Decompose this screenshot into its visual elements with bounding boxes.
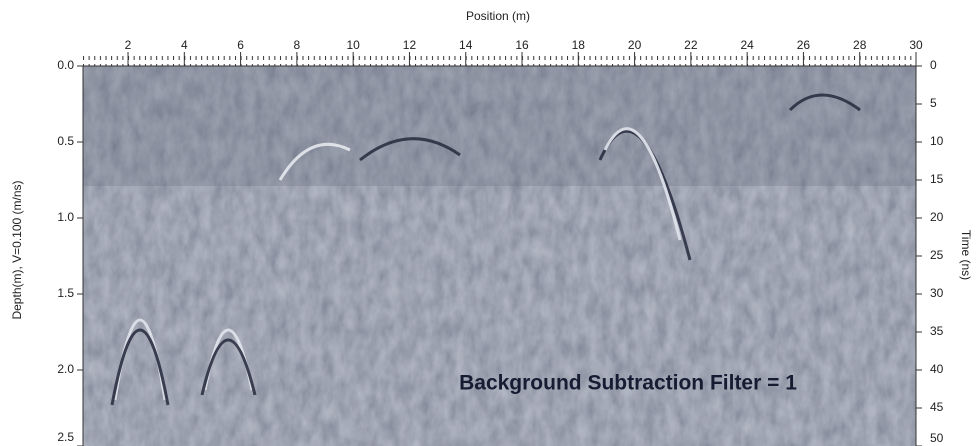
y2-tick-label: 20 (930, 210, 944, 224)
y2-tick-label: 40 (930, 362, 944, 376)
x-tick-label: 4 (181, 38, 188, 52)
y2-tick-label: 30 (930, 286, 944, 300)
x-tick-label: 10 (346, 38, 360, 52)
x-tick-label: 28 (853, 38, 867, 52)
x-tick-label: 22 (684, 38, 698, 52)
x-tick-label: 12 (403, 38, 417, 52)
y2-tick-label: 35 (930, 324, 944, 338)
x-tick-label: 24 (740, 38, 754, 52)
x-tick-label: 18 (572, 38, 586, 52)
y-tick-label: 2.5 (57, 430, 74, 444)
y2-tick-label: 5 (930, 96, 937, 110)
x-tick-label: 20 (628, 38, 642, 52)
minor-ticks (83, 56, 916, 66)
y2-tick-label: 10 (930, 134, 944, 148)
y2-tick-label: 0 (930, 58, 937, 72)
y-tick-label: 0.0 (57, 58, 74, 72)
y2-axis-label: Time (ns) (959, 230, 973, 280)
x-tick-label: 2 (125, 38, 132, 52)
x-axis-label: Position (m) (466, 9, 530, 23)
y2-tick-label: 15 (930, 172, 944, 186)
x-tick-label: 8 (294, 38, 301, 52)
y-tick-label: 2.0 (57, 362, 74, 376)
y2-tick-label: 45 (930, 400, 944, 414)
annotation: Background Subtraction Filter = 1 (459, 372, 797, 395)
y2-tick-label: 50 (930, 431, 944, 445)
y-axis-label: Depth(m), V=0.100 (m/ns) (10, 180, 24, 319)
x-tick-label: 30 (909, 38, 923, 52)
x-tick-label: 14 (459, 38, 473, 52)
y-tick-label: 1.0 (57, 210, 74, 224)
x-tick-label: 26 (797, 38, 811, 52)
radargram-image (83, 66, 916, 446)
y-tick-label: 1.5 (57, 286, 74, 300)
x-tick-label: 6 (237, 38, 244, 52)
y2-tick-label: 25 (930, 248, 944, 262)
y-tick-label: 0.5 (57, 134, 74, 148)
x-tick-label: 16 (515, 38, 529, 52)
